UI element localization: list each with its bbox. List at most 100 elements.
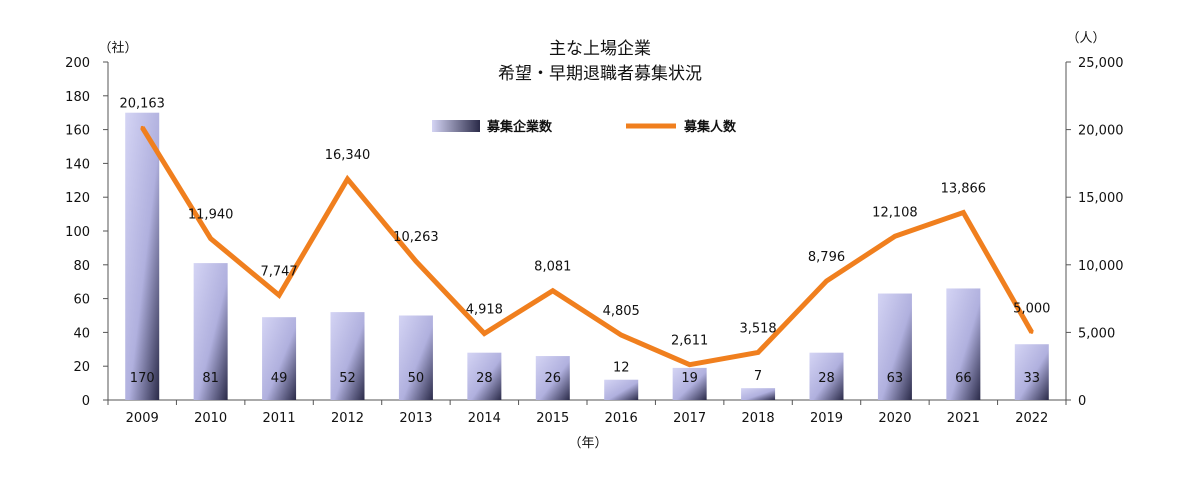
- line-value-label: 3,518: [739, 321, 776, 336]
- line-point: [209, 237, 213, 241]
- line-value-label: 12,108: [872, 205, 918, 220]
- bar: [262, 317, 297, 400]
- y-left-tick-label: 20: [73, 360, 90, 375]
- x-tick-label: 2010: [194, 411, 227, 426]
- x-tick-label: 2009: [126, 411, 159, 426]
- bar-value-label: 7: [754, 369, 762, 384]
- line-value-label: 8,081: [534, 260, 571, 275]
- legend-line-label: 募集人数: [683, 119, 737, 135]
- y-right-tick-label: 10,000: [1078, 259, 1124, 274]
- x-tick-label: 2018: [742, 411, 775, 426]
- x-axis-unit: （年）: [568, 436, 607, 451]
- x-tick-label: 2014: [468, 411, 501, 426]
- x-tick-label: 2020: [878, 411, 911, 426]
- y-left-tick-label: 0: [82, 394, 90, 409]
- bar: [809, 352, 844, 400]
- bar-value-label: 50: [408, 371, 425, 386]
- line-value-label: 2,611: [671, 334, 708, 349]
- legend-bar-label: 募集企業数: [486, 119, 553, 135]
- bar: [330, 312, 365, 400]
- y-left-tick-label: 60: [73, 293, 90, 308]
- bar: [1014, 344, 1049, 400]
- line-point: [277, 293, 281, 297]
- bar: [125, 112, 160, 400]
- chart-title-line-1: 主な上場企業: [549, 39, 651, 59]
- bar-value-label: 63: [887, 371, 904, 386]
- line-point: [825, 279, 828, 283]
- line-value-label: 11,940: [188, 208, 234, 223]
- line-value-label: 16,340: [325, 148, 371, 163]
- y-left-tick-label: 140: [65, 157, 90, 172]
- line-point: [551, 289, 555, 293]
- y-right-tick-label: 0: [1078, 394, 1086, 409]
- y-left-tick-label: 200: [65, 56, 90, 71]
- y-right-tick-label: 15,000: [1078, 191, 1124, 206]
- y-left-tick-label: 100: [65, 225, 90, 240]
- legend: 募集企業数 募集人数: [432, 119, 737, 135]
- line-point: [619, 333, 623, 337]
- bar: [946, 288, 981, 400]
- y-left-tick-label: 160: [65, 124, 90, 139]
- bar-value-label: 66: [955, 371, 972, 386]
- line-point: [756, 350, 760, 354]
- chart-title-line-2: 希望・早期退職者募集状況: [498, 64, 702, 84]
- bar-series: [125, 112, 1049, 400]
- line-point: [688, 363, 692, 367]
- x-tick-label: 2019: [810, 411, 843, 426]
- x-tick-label: 2012: [331, 411, 364, 426]
- bar-value-label: 28: [476, 371, 493, 386]
- bar: [604, 379, 639, 400]
- x-tick-label: 2013: [399, 411, 432, 426]
- legend-bar-swatch: [432, 120, 480, 132]
- line-value-label: 5,000: [1013, 301, 1050, 316]
- bar-value-label: 52: [339, 371, 356, 386]
- bar: [535, 356, 570, 400]
- line-point: [414, 259, 418, 263]
- line-point: [893, 234, 897, 238]
- bar: [467, 352, 502, 400]
- line-point: [961, 211, 965, 215]
- line-value-label: 4,805: [603, 304, 640, 319]
- x-tick-label: 2015: [536, 411, 569, 426]
- bar: [672, 367, 707, 400]
- line-point: [140, 125, 144, 129]
- bar: [877, 293, 912, 400]
- bar-value-label: 12: [613, 361, 630, 376]
- axes: 0 20 40 60 80 100 120 140 160 180 200 0 5,000 10,000 1…: [65, 56, 1123, 426]
- x-tick-label: 2016: [605, 411, 638, 426]
- bar: [193, 263, 228, 400]
- y-left-unit: （社）: [98, 40, 137, 56]
- y-right-tick-label: 5,000: [1078, 326, 1115, 341]
- y-right-tick-label: 25,000: [1078, 56, 1124, 71]
- line-path: [140, 126, 1034, 368]
- y-left-tick-label: 80: [73, 259, 90, 274]
- line-value-label: 8,796: [808, 250, 845, 265]
- line-value-label: 10,263: [393, 230, 439, 245]
- x-tick-label: 2022: [1015, 411, 1048, 426]
- line-value-label: 7,747: [260, 264, 297, 279]
- line-series: [140, 125, 1034, 368]
- bar: [741, 388, 776, 400]
- bar: [398, 315, 433, 400]
- line-point: [1030, 330, 1034, 334]
- x-tick-label: 2017: [673, 411, 706, 426]
- bar-value-label: 81: [202, 371, 219, 386]
- y-left-tick-label: 120: [65, 191, 90, 206]
- bar-value-label: 49: [271, 371, 288, 386]
- line-point: [482, 332, 486, 336]
- y-left-tick-label: 180: [65, 90, 90, 105]
- line-value-label: 20,163: [119, 96, 165, 111]
- line-value-label: 4,918: [466, 303, 503, 318]
- bar-value-label: 28: [818, 371, 835, 386]
- line-point: [346, 177, 349, 181]
- bar-value-label: 33: [1024, 371, 1041, 386]
- y-left-tick-label: 40: [73, 326, 90, 341]
- x-tick-label: 2021: [947, 411, 980, 426]
- bar-value-label: 19: [681, 371, 698, 386]
- y-right-tick-label: 20,000: [1078, 124, 1124, 139]
- line-value-label: 13,866: [941, 182, 987, 197]
- x-tick-label: 2011: [263, 411, 296, 426]
- bar-value-label: 170: [130, 371, 155, 386]
